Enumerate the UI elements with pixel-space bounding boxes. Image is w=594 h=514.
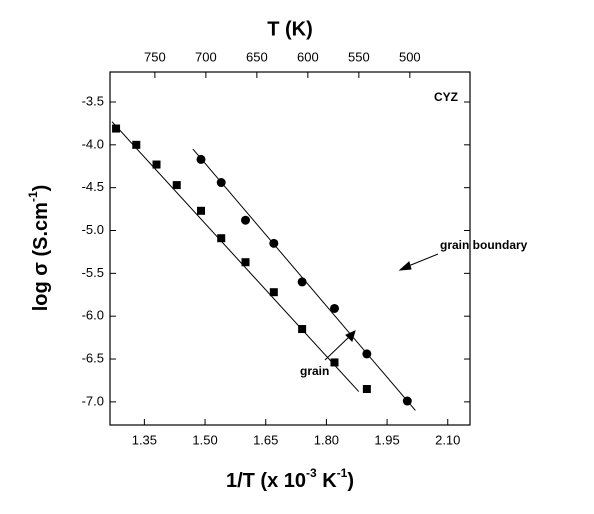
point — [197, 206, 206, 215]
point — [241, 258, 250, 267]
top-tick-label: 700 — [195, 49, 217, 64]
arrows — [324, 253, 439, 361]
fit-line — [111, 121, 360, 392]
top-tick-label: 750 — [144, 49, 166, 64]
point — [241, 215, 251, 225]
y-title-part: log σ (S.cm — [30, 202, 52, 311]
x-tick-label: 1.95 — [374, 432, 399, 447]
top-tick-label: 600 — [297, 49, 319, 64]
arrow-head — [398, 261, 412, 271]
y-title-sup: -1 — [26, 191, 40, 202]
point — [269, 238, 279, 248]
x-title-part: ) — [347, 470, 354, 492]
y-tick-label: -5.5 — [82, 265, 104, 280]
point — [362, 385, 371, 394]
point — [216, 178, 226, 188]
point — [269, 288, 278, 297]
point — [152, 160, 161, 169]
y-title-part: ) — [30, 185, 52, 192]
y-tick-label: -5.0 — [82, 222, 104, 237]
point — [297, 277, 307, 287]
point — [217, 234, 226, 243]
x-tick-label: 1.80 — [314, 432, 339, 447]
arrow-head — [345, 330, 356, 342]
x-title-sup: -1 — [337, 466, 348, 480]
point — [172, 181, 181, 190]
x-tick-label: 1.35 — [132, 432, 157, 447]
y-tick-label: -3.5 — [82, 93, 104, 108]
arrow — [324, 335, 351, 361]
x-title-part: 1/T (x 10 — [226, 470, 306, 492]
plot-frame — [109, 71, 471, 426]
point — [402, 396, 412, 406]
point — [330, 358, 339, 367]
x-tick-label: 2.10 — [435, 432, 460, 447]
y-tick-label: -4.5 — [82, 179, 104, 194]
top-tick-label: 650 — [246, 49, 268, 64]
x-tick-label: 1.50 — [192, 432, 217, 447]
point — [196, 154, 206, 164]
point — [132, 140, 141, 149]
arrow — [405, 253, 439, 268]
point — [329, 303, 339, 313]
sample-label: CYZ — [434, 90, 458, 104]
top-axis-title: T (K) — [267, 18, 313, 40]
y-axis-title: log σ (S.cm-1) — [26, 185, 52, 312]
y-tick-label: -6.0 — [82, 308, 104, 323]
boundary-label: grain boundary — [440, 238, 528, 252]
point — [362, 349, 372, 359]
top-tick-label: 550 — [348, 49, 370, 64]
y-tick-label: -4.0 — [82, 136, 104, 151]
x-axis-title: 1/T (x 10-3 K-1) — [226, 466, 354, 492]
top-tick-label: 500 — [399, 49, 421, 64]
point — [298, 325, 307, 334]
grain-label: grain — [300, 364, 329, 378]
x-title-sup: -3 — [306, 466, 317, 480]
x-tick-label: 1.65 — [253, 432, 278, 447]
y-tick-label: -7.0 — [82, 393, 104, 408]
y-tick-label: -6.5 — [82, 350, 104, 365]
x-title-part: K — [317, 470, 338, 492]
point — [112, 124, 121, 133]
